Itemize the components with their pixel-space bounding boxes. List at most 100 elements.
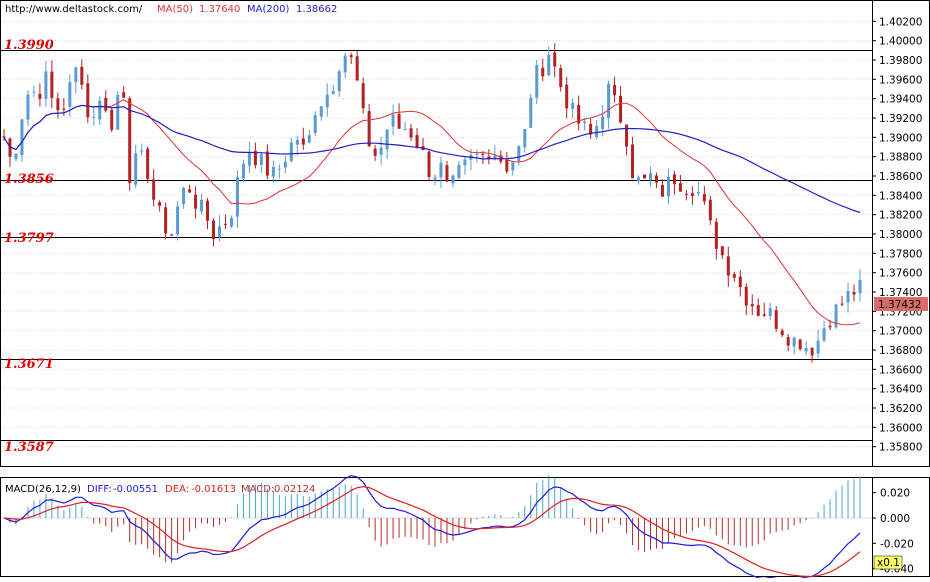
candle-up <box>792 337 796 347</box>
candle-down <box>253 150 257 166</box>
macd-macd-label: MACD: <box>241 484 274 495</box>
candle-up <box>200 199 204 212</box>
candle-up <box>666 176 670 197</box>
price-axis: 1.40200 1.40000 1.39800 1.39600 1.39400 1.392… <box>872 16 922 454</box>
macd-diff-line <box>3 474 861 581</box>
macd-tick-label: 0.020 <box>880 488 910 500</box>
price-tick-label: 1.36600 <box>879 364 922 376</box>
candle-down <box>750 304 754 307</box>
price-grid <box>1 20 872 448</box>
candle-down <box>798 339 802 350</box>
candle-up <box>457 164 461 179</box>
candle-up <box>637 177 641 182</box>
price-axis-frame <box>872 0 930 467</box>
candle-down <box>625 124 629 147</box>
candle-up <box>92 116 96 118</box>
candle-down <box>738 276 742 288</box>
candle-down <box>223 223 227 225</box>
candle-down <box>373 148 377 156</box>
candle-down <box>553 52 557 67</box>
candle-down <box>212 220 216 240</box>
candle-down <box>678 183 682 192</box>
candle-up <box>547 55 551 76</box>
candle-down <box>577 104 581 124</box>
candle-up <box>229 217 233 227</box>
candle-down <box>732 273 736 278</box>
candle-down <box>415 134 419 148</box>
price-tick-label: 1.40200 <box>879 16 922 28</box>
price-tick-label: 1.39000 <box>879 132 922 144</box>
candle-down <box>726 256 730 276</box>
price-tick-label: 1.36000 <box>879 422 922 434</box>
macd-diff-label: DIFF: <box>87 484 112 495</box>
candle-down <box>565 84 569 109</box>
price-tick-label: 1.39800 <box>879 55 922 67</box>
candle-up <box>14 153 18 160</box>
candle-down <box>206 200 210 221</box>
candle-up <box>529 97 533 128</box>
last-price-value: 1.37432 <box>878 299 921 311</box>
candle-down <box>38 93 42 99</box>
candle-down <box>619 95 623 123</box>
candle-up <box>385 129 389 150</box>
candle-up <box>331 91 335 95</box>
candle-down <box>505 160 509 172</box>
ma50-value: 1.37640 <box>199 4 240 15</box>
candle-up <box>475 153 479 155</box>
candle-up <box>822 328 826 341</box>
level-label-1: 1.3990 <box>4 38 54 53</box>
candle-up <box>523 129 527 148</box>
macd-panel-frame <box>0 477 873 577</box>
candle-down <box>828 325 832 328</box>
candle-down <box>194 194 198 209</box>
candle-up <box>20 119 24 156</box>
candle-down <box>397 113 401 129</box>
candle-down <box>672 174 676 185</box>
candle-down <box>774 310 778 329</box>
candle-up <box>74 67 78 83</box>
candle-up <box>451 175 455 184</box>
price-tick-label: 1.36200 <box>879 403 922 415</box>
candle-up <box>535 64 539 98</box>
ma50-line <box>3 99 861 326</box>
candle-down <box>265 151 269 176</box>
candle-down <box>152 179 156 200</box>
candle-up <box>804 347 808 352</box>
candle-up <box>493 155 497 160</box>
candle-up <box>583 121 587 124</box>
candle-down <box>708 199 712 221</box>
candle-up <box>259 154 263 165</box>
ma200-value: 1.38662 <box>296 4 337 15</box>
candle-down <box>720 246 724 256</box>
candle-up <box>32 91 36 93</box>
candle-down <box>361 83 365 109</box>
ma50-label: MA(50) <box>157 4 193 15</box>
macd-multiplier: x0.1 <box>877 557 900 569</box>
price-tick-label: 1.37000 <box>879 326 922 338</box>
candle-up <box>98 100 102 120</box>
macd-dea-line <box>3 485 861 577</box>
candle-up <box>325 94 329 108</box>
candle-down <box>104 97 108 111</box>
candle-down <box>487 156 491 160</box>
candle-up <box>235 177 239 217</box>
candle-down <box>744 286 748 306</box>
price-tick-label: 1.40000 <box>879 36 922 48</box>
level-label-3: 1.3797 <box>4 231 54 246</box>
candle-down <box>122 92 126 98</box>
macd-macd-value: 0.02124 <box>274 484 315 495</box>
last-price-tag <box>874 297 928 311</box>
candle-up <box>182 187 186 205</box>
price-tick-label: 1.38400 <box>879 190 922 202</box>
price-tick-label: 1.39600 <box>879 74 922 86</box>
candle-up <box>337 71 341 92</box>
macd-tick-label: -0.020 <box>880 538 914 550</box>
candle-up <box>846 291 850 303</box>
price-tick-label: 1.36800 <box>879 345 922 357</box>
candle-up <box>343 55 347 73</box>
candle-up <box>289 142 293 162</box>
source-url[interactable]: http://www.deltastock.com/ <box>5 4 143 15</box>
candle-down <box>409 128 413 138</box>
candle-up <box>295 139 299 145</box>
candle-up <box>283 161 287 168</box>
